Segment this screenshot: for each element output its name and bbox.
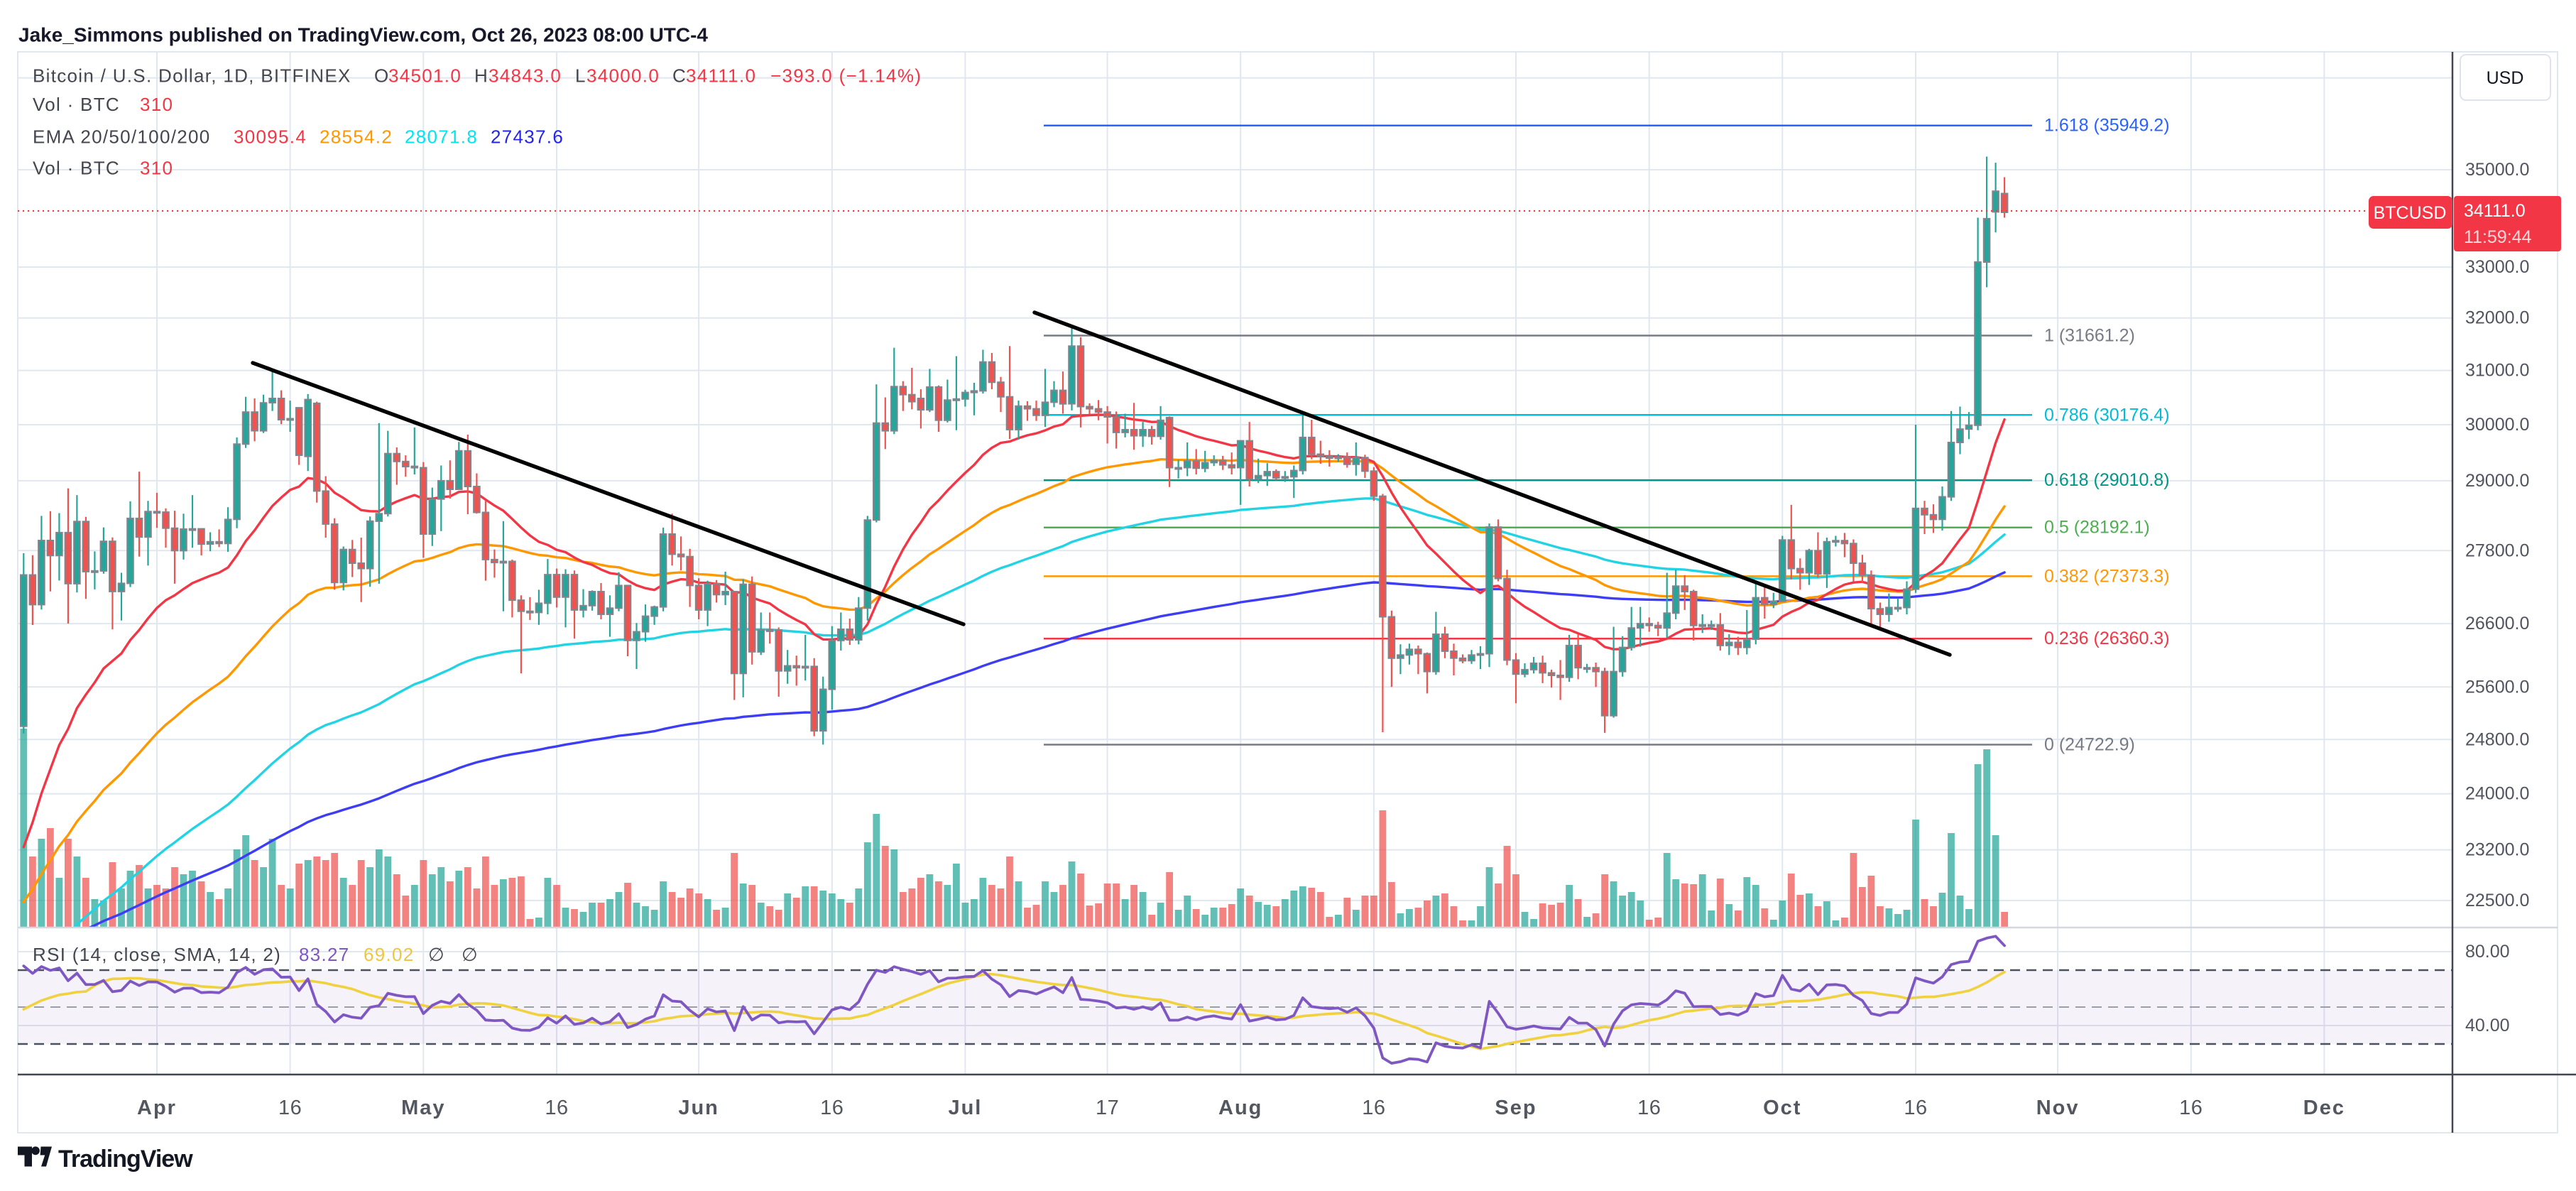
- svg-text:1.618 (35949.2): 1.618 (35949.2): [2044, 116, 2170, 136]
- svg-text:24800.0: 24800.0: [2465, 729, 2529, 749]
- svg-text:16: 16: [2179, 1097, 2203, 1119]
- svg-text:16: 16: [1904, 1097, 1927, 1119]
- svg-text:25600.0: 25600.0: [2465, 677, 2529, 697]
- svg-text:35000.0: 35000.0: [2465, 160, 2529, 180]
- svg-text:17: 17: [1096, 1097, 1119, 1119]
- svg-text:TradingView: TradingView: [58, 1146, 193, 1173]
- svg-text:34111.0: 34111.0: [2464, 201, 2526, 221]
- svg-text:33000.0: 33000.0: [2465, 257, 2529, 277]
- svg-text:32000.0: 32000.0: [2465, 308, 2529, 328]
- svg-text:Dec: Dec: [2303, 1097, 2345, 1119]
- svg-text:27800.0: 27800.0: [2465, 540, 2529, 560]
- svg-text:16: 16: [1637, 1097, 1661, 1119]
- svg-text:16: 16: [545, 1097, 568, 1119]
- svg-text:0.786 (30176.4): 0.786 (30176.4): [2044, 405, 2170, 425]
- svg-text:16: 16: [278, 1097, 302, 1119]
- svg-text:22500.0: 22500.0: [2465, 891, 2529, 910]
- svg-text:23200.0: 23200.0: [2465, 840, 2529, 860]
- svg-text:11:59:44: 11:59:44: [2464, 227, 2532, 247]
- svg-text:0.618 (29010.8): 0.618 (29010.8): [2044, 470, 2170, 490]
- svg-text:0.5 (28192.1): 0.5 (28192.1): [2044, 518, 2150, 538]
- svg-text:RSI (14, close, SMA, 14, 2)83.: RSI (14, close, SMA, 14, 2) 83.27 69.02 ∅ ∅: [33, 944, 479, 965]
- svg-text:Jul: Jul: [948, 1097, 982, 1119]
- svg-text:80.00: 80.00: [2465, 942, 2510, 962]
- svg-text:24000.0: 24000.0: [2465, 784, 2529, 804]
- svg-text:0.382 (27373.3): 0.382 (27373.3): [2044, 566, 2170, 586]
- svg-text:Bitcoin / U.S. Dollar, 1D, BIT: Bitcoin / U.S. Dollar, 1D, BITFINEX O3450…: [33, 65, 922, 87]
- svg-text:26600.0: 26600.0: [2465, 614, 2529, 633]
- svg-text:29000.0: 29000.0: [2465, 471, 2529, 491]
- svg-text:0.236 (26360.3): 0.236 (26360.3): [2044, 629, 2170, 648]
- svg-text:BTCUSD: BTCUSD: [2374, 203, 2447, 223]
- svg-text:16: 16: [820, 1097, 844, 1119]
- svg-text:Sep: Sep: [1495, 1097, 1537, 1119]
- svg-text:Apr: Apr: [137, 1097, 177, 1119]
- svg-text:Jun: Jun: [678, 1097, 719, 1119]
- svg-text:Oct: Oct: [1763, 1097, 1801, 1119]
- svg-text:May: May: [401, 1097, 445, 1119]
- svg-text:31000.0: 31000.0: [2465, 361, 2529, 381]
- svg-text:1 (31661.2): 1 (31661.2): [2044, 326, 2135, 346]
- svg-text:Jake_Simmons published on Trad: Jake_Simmons published on TradingView.co…: [18, 24, 708, 46]
- svg-text:30000.0: 30000.0: [2465, 415, 2529, 435]
- svg-text:Nov: Nov: [2036, 1097, 2080, 1119]
- svg-text:40.00: 40.00: [2465, 1016, 2510, 1035]
- svg-text:16: 16: [1362, 1097, 1385, 1119]
- svg-text:USD: USD: [2487, 68, 2524, 88]
- svg-text:0 (24722.9): 0 (24722.9): [2044, 735, 2135, 755]
- svg-text:Aug: Aug: [1218, 1097, 1262, 1119]
